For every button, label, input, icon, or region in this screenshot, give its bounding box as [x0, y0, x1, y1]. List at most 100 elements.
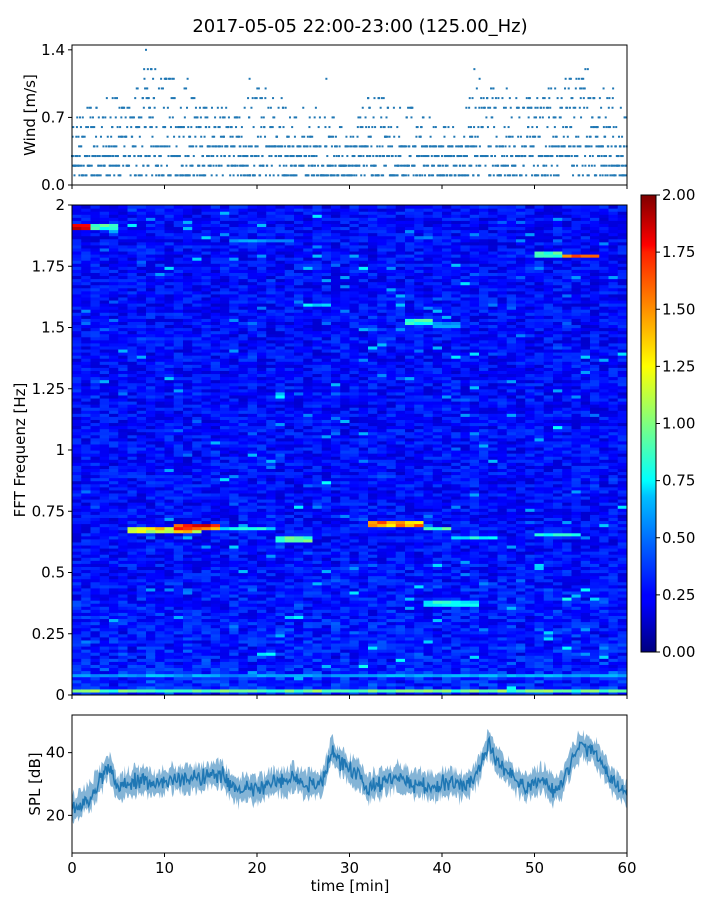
spectrogram-cell	[173, 603, 184, 607]
spectrogram-cell	[118, 437, 129, 442]
wind-point	[243, 164, 246, 167]
spectrogram-cell	[173, 367, 184, 371]
spectrogram-cell	[118, 321, 129, 326]
spectrogram-cell	[127, 572, 138, 577]
wind-point	[153, 97, 156, 100]
spectrogram-cell	[220, 431, 230, 436]
wind-point	[492, 174, 495, 177]
wind-point	[553, 116, 556, 119]
spectrogram-cell	[210, 560, 221, 564]
wind-point	[86, 155, 89, 158]
spectrogram-cell	[136, 348, 147, 353]
wind-point	[254, 145, 257, 148]
spectrogram-cell	[136, 321, 147, 326]
spectrogram-cell	[127, 655, 138, 659]
spectrogram-cell	[81, 489, 92, 494]
spectrogram-cell	[72, 352, 82, 356]
spectrogram-cell	[247, 682, 258, 687]
spectrogram-cell	[118, 211, 129, 215]
wind-point	[421, 174, 424, 177]
wind-point	[253, 164, 256, 167]
spectrogram-cell	[201, 238, 212, 243]
spectrogram-cell	[192, 324, 203, 329]
spectrogram-cell	[109, 437, 119, 442]
spectrogram-cell	[192, 670, 203, 675]
spectrogram-cell	[192, 642, 203, 647]
spectrogram-cell	[192, 394, 203, 399]
wind-point	[371, 126, 374, 129]
wind-point	[572, 174, 575, 177]
wind-point	[601, 145, 604, 148]
spectrogram-cell	[229, 465, 240, 469]
wind-point	[193, 97, 196, 100]
wind-y-tick-label: 0.0	[41, 176, 65, 194]
spectrogram-cell	[173, 345, 184, 350]
spectrogram-cell	[164, 523, 175, 528]
spectrogram-cell	[173, 581, 184, 586]
spectrogram-cell	[146, 450, 156, 454]
spectrogram-cell	[155, 520, 166, 525]
spectrogram-cell	[210, 520, 221, 525]
spectrogram-cell	[155, 434, 166, 439]
spectrogram-cell	[183, 419, 193, 424]
spectrogram-cell	[72, 541, 82, 546]
spectrogram-cell	[210, 425, 221, 430]
spectrogram-cell	[118, 566, 129, 571]
spectrogram-cell	[81, 655, 92, 659]
spectrogram-cell	[90, 670, 101, 675]
wind-point	[529, 155, 532, 158]
spectrogram-cell	[229, 281, 240, 286]
spectrogram-cell	[90, 600, 101, 604]
spectrogram-cell	[238, 508, 249, 512]
spectrogram-cell	[90, 578, 101, 583]
spectrogram-cell	[118, 443, 129, 448]
spectrogram-cell	[155, 333, 166, 338]
spectrogram-cell	[210, 649, 221, 653]
spectrogram-cell	[146, 269, 156, 273]
spectrogram-cell	[247, 511, 258, 515]
spectrogram-cell	[72, 208, 82, 212]
wind-point	[183, 116, 186, 119]
spectrogram-cell	[220, 661, 230, 665]
wind-point	[524, 155, 527, 158]
spectrogram-cell	[238, 269, 249, 273]
wind-point	[217, 126, 220, 129]
spectrogram-cell	[155, 471, 166, 476]
spectrogram-cell	[173, 554, 184, 558]
spectrogram-cell	[118, 597, 129, 601]
spectrogram-cell	[81, 477, 92, 482]
spectrogram-cell	[229, 431, 240, 436]
spectrogram-cell	[229, 284, 240, 289]
wind-point	[399, 164, 402, 167]
spectrogram-cell	[220, 303, 230, 307]
wind-point	[485, 116, 488, 119]
spectrogram-cell	[146, 244, 156, 249]
wind-point	[479, 164, 482, 167]
wind-point	[573, 145, 576, 148]
spectrogram-cell	[72, 489, 82, 494]
spectrogram-cell	[201, 489, 212, 494]
spectrogram-cell	[210, 468, 221, 473]
wind-point	[443, 135, 446, 138]
wind-point	[490, 155, 493, 158]
spectrogram-cell	[127, 581, 138, 586]
wind-point	[220, 155, 223, 158]
spectrogram-cell	[109, 563, 119, 567]
wind-point	[303, 135, 306, 138]
spectrogram-cell	[257, 526, 267, 531]
spectrogram-cell	[247, 514, 258, 518]
spectrogram-cell	[238, 682, 249, 687]
wind-point	[584, 164, 587, 167]
spectrogram-cell	[229, 679, 240, 684]
spectrogram-cell	[72, 281, 82, 286]
wind-point	[525, 97, 528, 100]
spectrogram-cell	[192, 382, 203, 387]
spectrogram-cell	[72, 385, 82, 390]
spectrogram-cell	[81, 272, 92, 277]
spectrogram-cell	[192, 468, 203, 473]
spectrogram-cell	[247, 376, 258, 381]
spectrogram-cell	[164, 437, 175, 442]
spectrogram-cell	[201, 220, 212, 224]
spectrogram-cell	[220, 474, 230, 479]
spectrogram-cell	[210, 370, 221, 375]
